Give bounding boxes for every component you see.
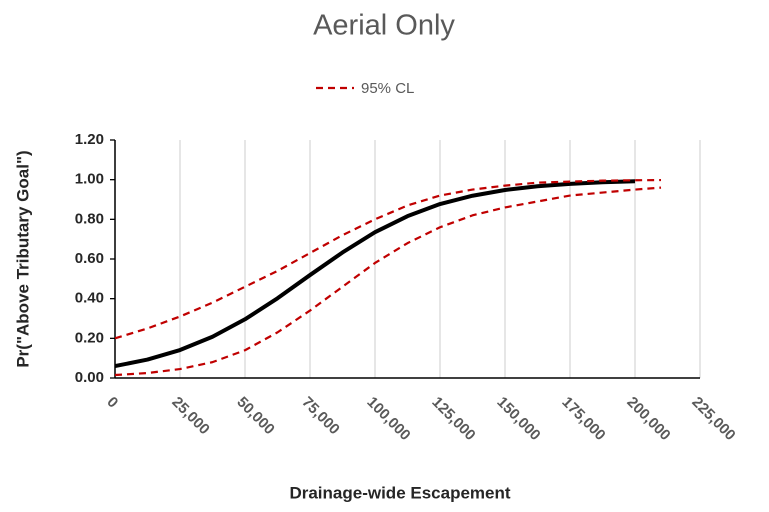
x-tick-label: 100,000 bbox=[363, 394, 413, 444]
x-tick-label: 50,000 bbox=[233, 394, 277, 438]
chart-title: Aerial Only bbox=[313, 10, 455, 42]
y-axis-title: Pr("Above Tributary Goal") bbox=[13, 150, 32, 367]
y-tick-label: 0.20 bbox=[75, 329, 104, 346]
x-tick-label: 225,000 bbox=[688, 394, 738, 444]
y-tick-label: 0.40 bbox=[75, 290, 104, 307]
x-tick-label: 125,000 bbox=[428, 394, 478, 444]
y-tick-label: 1.00 bbox=[75, 171, 104, 188]
x-tick-label: 0 bbox=[103, 394, 121, 412]
y-tick-label: 0.00 bbox=[75, 369, 104, 386]
x-axis-title: Drainage-wide Escapement bbox=[289, 483, 510, 502]
series-line bbox=[114, 186, 662, 377]
x-tick-label: 75,000 bbox=[298, 394, 342, 438]
series-line bbox=[114, 179, 636, 369]
series-line bbox=[114, 178, 662, 340]
x-tick-label: 175,000 bbox=[558, 394, 608, 444]
y-tick-label: 0.80 bbox=[75, 210, 104, 227]
x-tick-label: 200,000 bbox=[623, 394, 673, 444]
y-tick-label: 1.20 bbox=[75, 131, 104, 148]
legend-label: 95% CL bbox=[361, 80, 414, 97]
y-tick-label: 0.60 bbox=[75, 250, 104, 267]
x-tick-label: 150,000 bbox=[493, 394, 543, 444]
x-tick-label: 25,000 bbox=[168, 394, 212, 438]
